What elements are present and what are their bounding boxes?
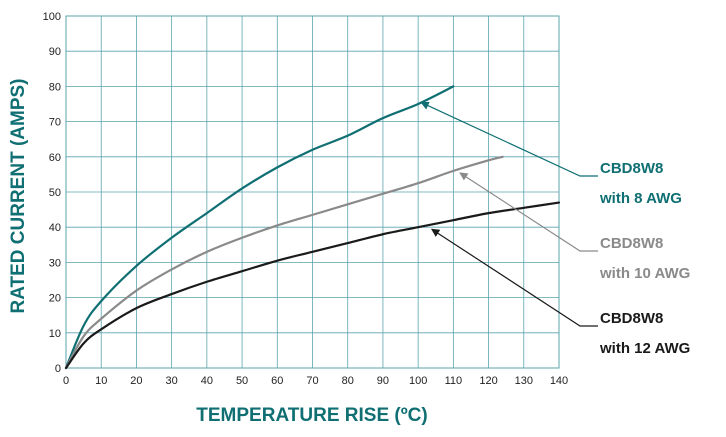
y-tick-label: 50 xyxy=(49,187,61,199)
grid xyxy=(65,15,560,369)
series-line-3 xyxy=(64,201,561,370)
y-tick-label: 70 xyxy=(49,117,61,129)
plot-frame xyxy=(65,15,560,369)
y-tick-label: 80 xyxy=(49,81,61,93)
tick-labels: 0 10 20 30 40 50 60 70 80 90 100 110 120 130 140 0 10 20 3… xyxy=(43,11,569,387)
legend-label-line1: CBD8W8 xyxy=(600,310,663,327)
series-line-2 xyxy=(64,155,504,370)
series-line-1 xyxy=(64,85,455,370)
y-tick-label: 30 xyxy=(49,257,61,269)
x-axis-title: TEMPERATURE RISE (ºC) xyxy=(196,405,427,426)
legend: CBD8W8 with 8 AWG CBD8W8 with 10 AWG CBD8W8 w… xyxy=(599,160,690,357)
legend-pointer-3 xyxy=(431,228,598,327)
x-tick-label: 110 xyxy=(445,375,463,387)
y-axis-title: RATED CURRENT (AMPS) xyxy=(8,78,29,313)
legend-label-line1: CBD8W8 xyxy=(600,160,663,177)
x-tick-label: 30 xyxy=(166,375,178,387)
y-tick-label: 40 xyxy=(49,222,61,234)
y-tick-label: 90 xyxy=(49,46,61,58)
x-tick-label: 80 xyxy=(342,375,354,387)
legend-pointer-1 xyxy=(420,101,598,177)
y-tick-label: 100 xyxy=(43,11,61,23)
y-tick-label: 60 xyxy=(49,152,61,164)
legend-label-line2: with 8 AWG xyxy=(599,190,682,207)
x-tick-label: 60 xyxy=(271,375,283,387)
x-tick-label: 100 xyxy=(409,375,427,387)
x-tick-label: 40 xyxy=(201,375,213,387)
legend-pointers xyxy=(420,101,598,327)
x-tick-label: 10 xyxy=(95,375,107,387)
x-tick-label: 130 xyxy=(515,375,533,387)
legend-pointer-2 xyxy=(459,172,598,252)
x-tick-label: 70 xyxy=(306,375,318,387)
x-tick-label: 20 xyxy=(130,375,142,387)
x-tick-label: 90 xyxy=(377,375,389,387)
x-tick-label: 0 xyxy=(63,375,69,387)
x-tick-label: 120 xyxy=(479,375,497,387)
legend-label-line2: with 12 AWG xyxy=(599,340,690,357)
legend-label-line2: with 10 AWG xyxy=(599,265,690,282)
legend-label-line1: CBD8W8 xyxy=(600,235,663,252)
y-tick-label: 10 xyxy=(49,328,61,340)
x-tick-label: 140 xyxy=(550,375,568,387)
y-tick-label: 20 xyxy=(49,293,61,305)
y-tick-label: 0 xyxy=(55,363,61,375)
x-tick-label: 50 xyxy=(236,375,248,387)
series-lines xyxy=(64,85,561,370)
